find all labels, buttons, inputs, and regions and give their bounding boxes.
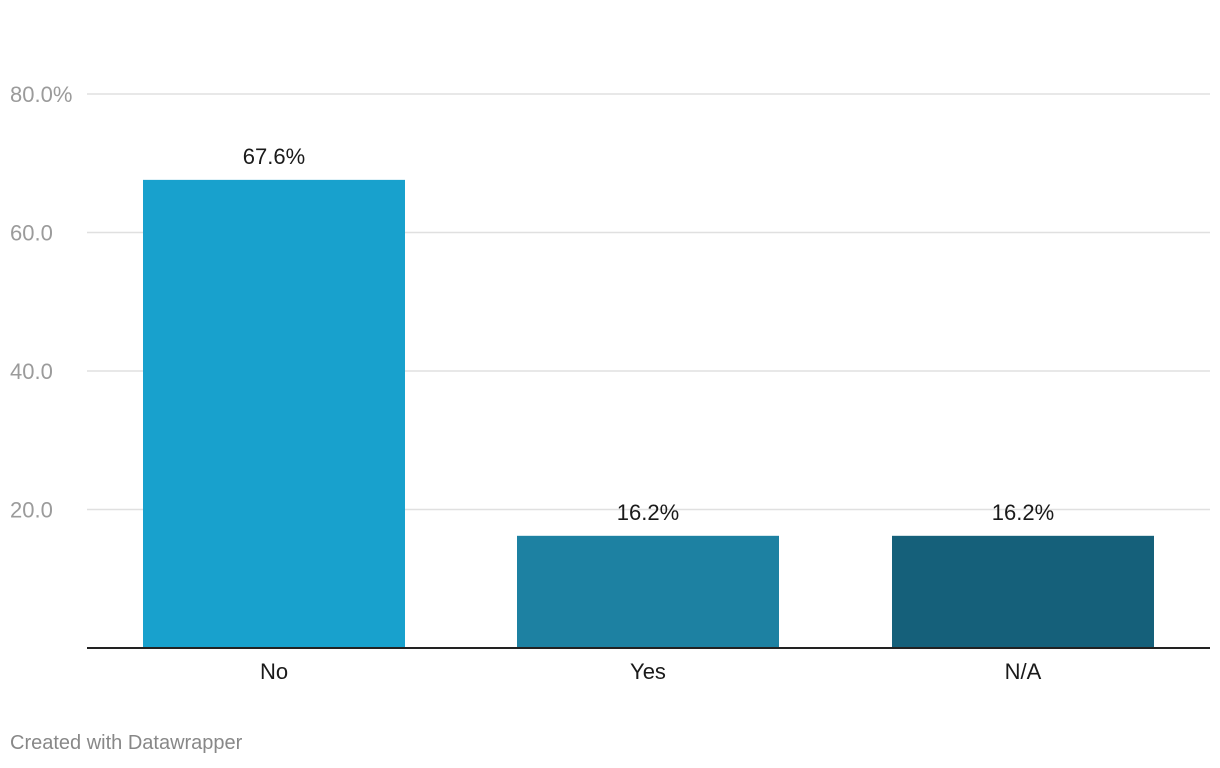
x-category-label: No bbox=[260, 659, 288, 684]
y-tick-label: 20.0 bbox=[10, 498, 53, 523]
x-category-label: N/A bbox=[1005, 659, 1042, 684]
grid-layer: 20.0 40.0 60.0 80.0% bbox=[10, 82, 1210, 523]
y-tick-label: 60.0 bbox=[10, 221, 53, 246]
x-category-label: Yes bbox=[630, 659, 666, 684]
bar-n-a bbox=[892, 535, 1154, 648]
bar-value-label: 67.6% bbox=[243, 144, 305, 169]
bar-no bbox=[143, 179, 405, 648]
bar-yes bbox=[517, 535, 779, 648]
bar-value-label: 16.2% bbox=[992, 500, 1054, 525]
bar-value-label: 16.2% bbox=[617, 500, 679, 525]
y-tick-label: 40.0 bbox=[10, 359, 53, 384]
bars-layer bbox=[143, 179, 1154, 648]
y-tick-label: 80.0% bbox=[10, 82, 72, 107]
labels-layer: 67.6% No 16.2% Yes 16.2% N/A bbox=[243, 144, 1054, 684]
chart-credit: Created with Datawrapper bbox=[10, 732, 243, 754]
